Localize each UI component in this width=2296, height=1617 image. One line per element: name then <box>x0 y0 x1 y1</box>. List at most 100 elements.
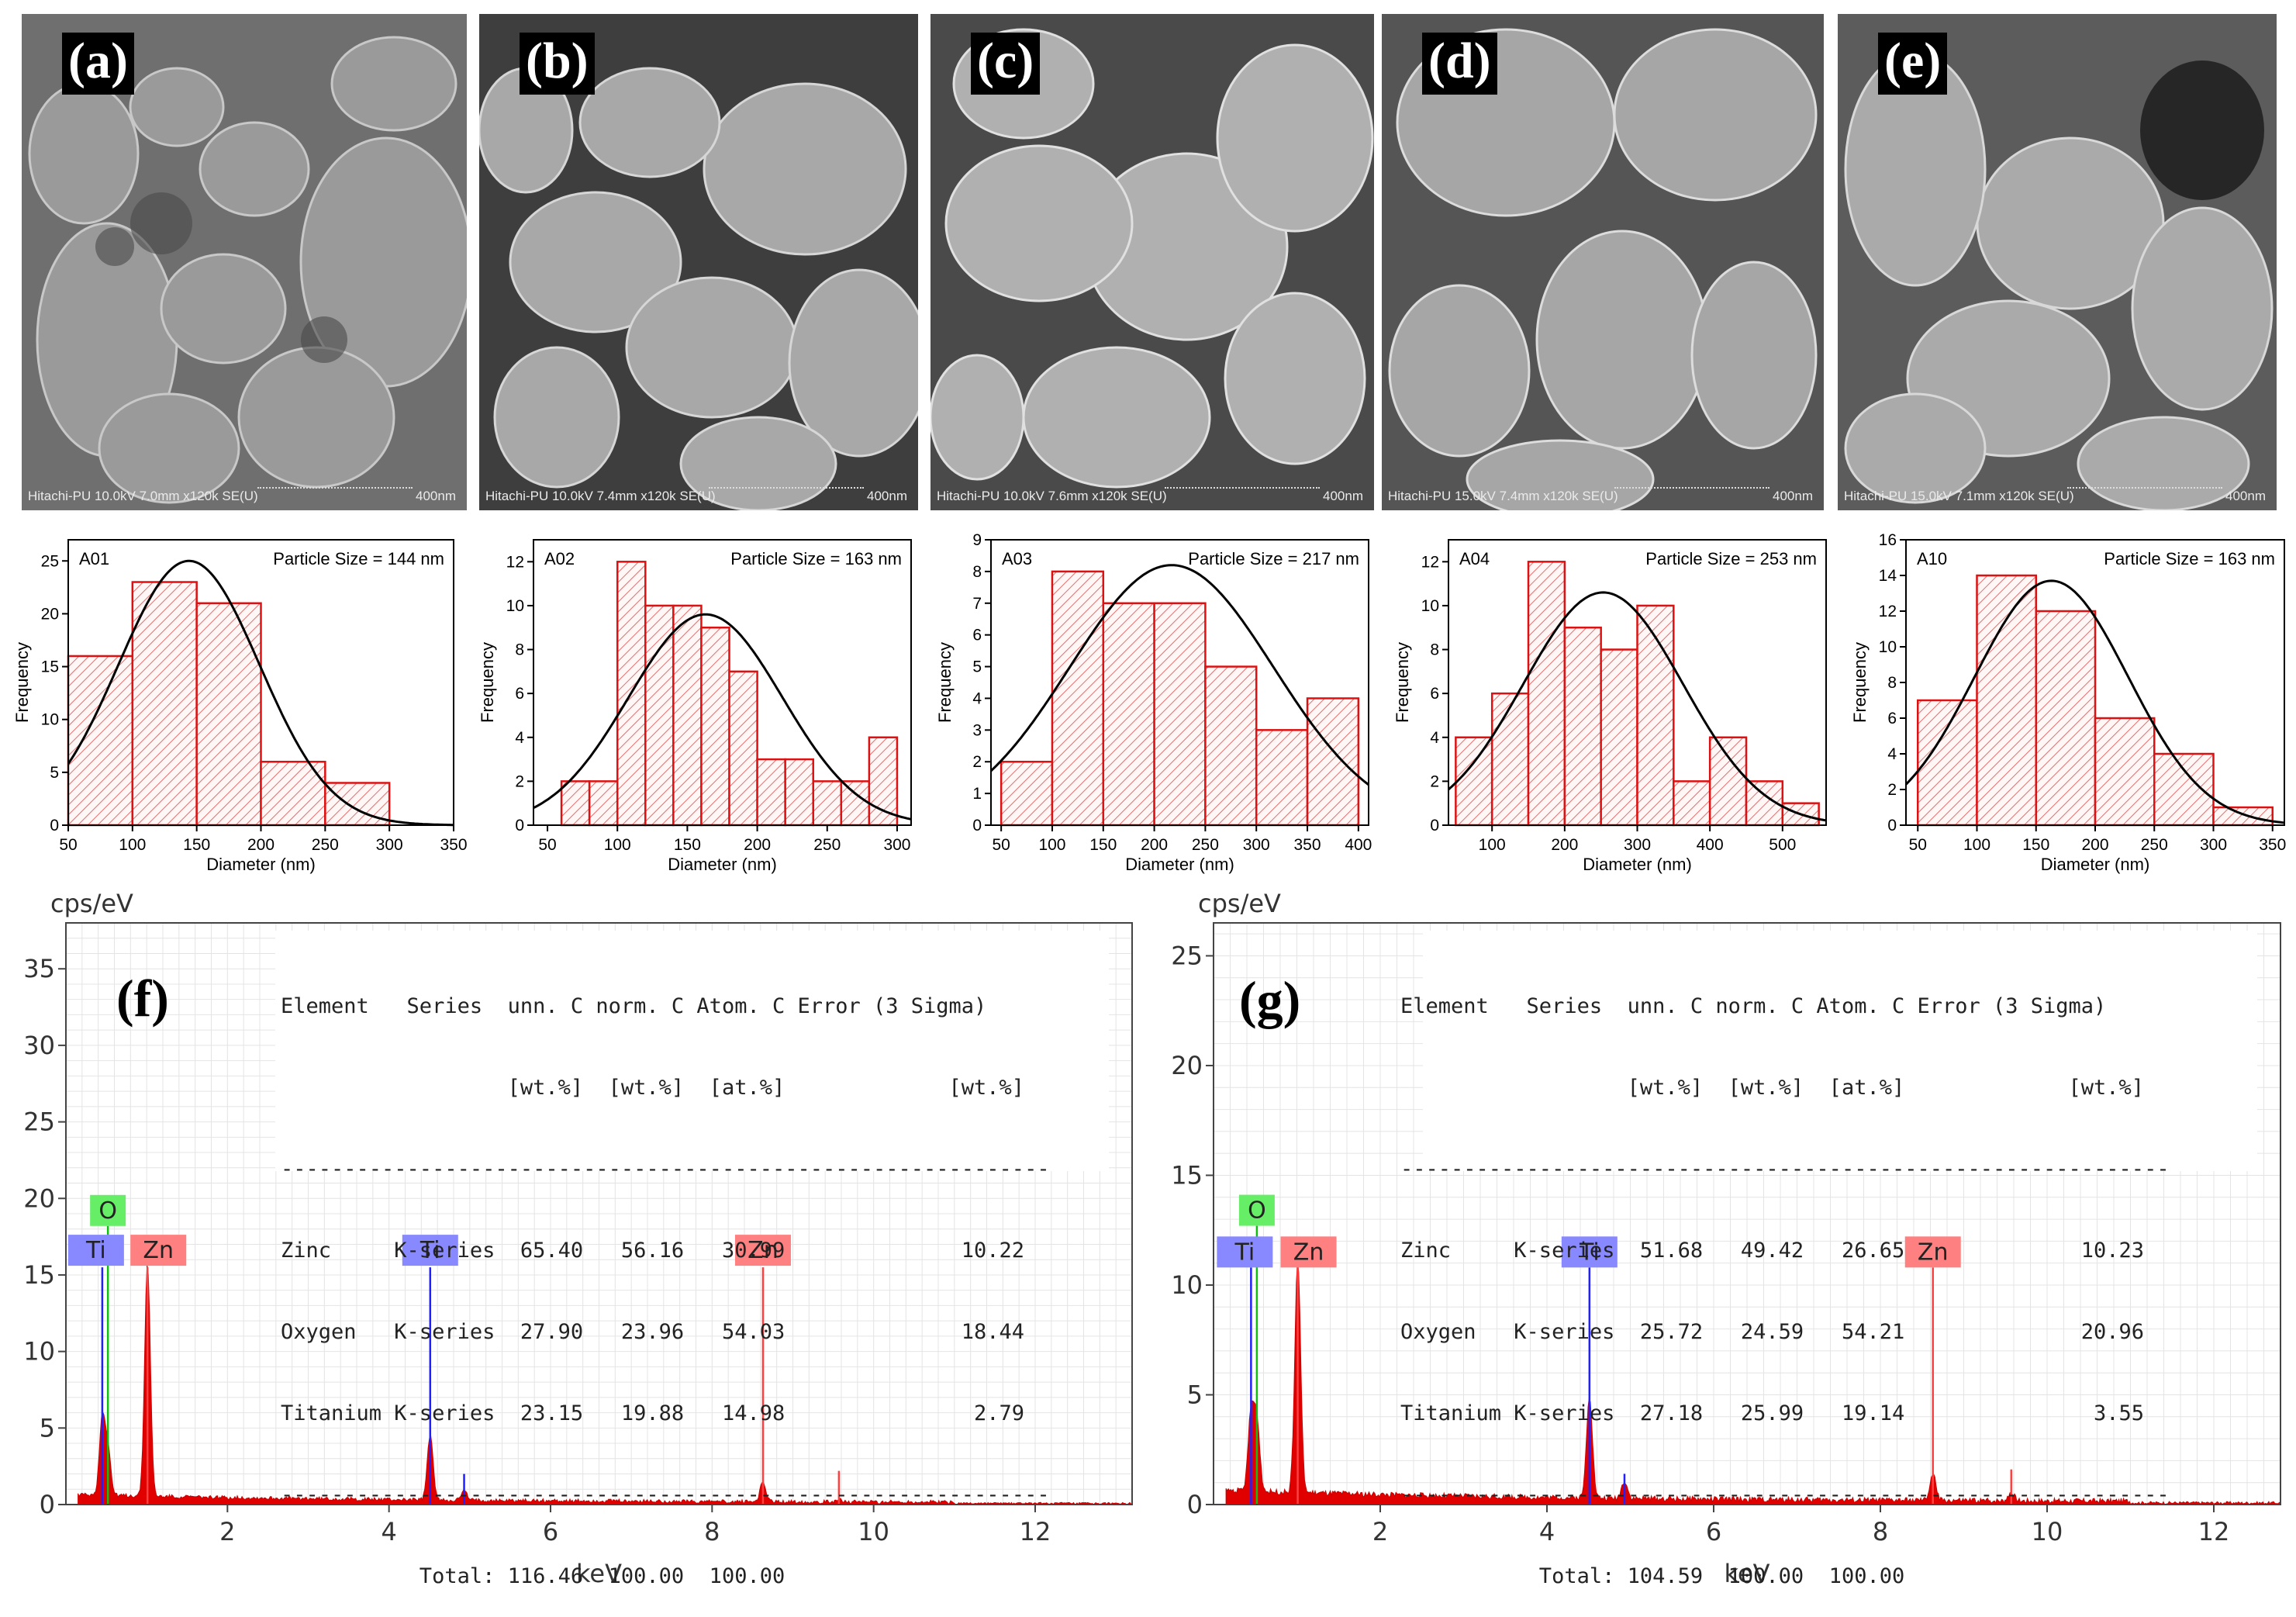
element-marker-label: Zn <box>1918 1239 1949 1266</box>
x-tick-label: 4 <box>381 1517 396 1546</box>
histogram-bar <box>784 758 814 827</box>
y-tick-label: 20 <box>23 1183 55 1213</box>
x-axis-label: Diameter (nm) <box>1125 855 1234 874</box>
x-tick-label: 200 <box>2081 836 2108 854</box>
y-axis-label: cps/eV <box>1198 889 1281 918</box>
y-tick-label: 8 <box>1430 641 1439 659</box>
element-marker-label: Zn <box>747 1237 779 1264</box>
y-axis-label: Frequency <box>478 642 497 723</box>
y-tick-label: 12 <box>1879 603 1897 620</box>
y-tick-label: 6 <box>1887 710 1897 727</box>
x-tick-label: 100 <box>1479 836 1506 854</box>
histogram-bar <box>2094 717 2156 827</box>
x-axis-label: keV <box>1725 1559 1770 1588</box>
histogram-bar <box>588 780 619 827</box>
histogram-bar <box>1527 561 1566 827</box>
element-marker-box <box>1280 1236 1337 1268</box>
y-tick-label: 25 <box>23 1107 55 1137</box>
histogram-bar <box>1153 602 1207 827</box>
x-tick-label: 100 <box>1963 836 1990 854</box>
scale-label: 400nm <box>2225 489 2266 503</box>
x-tick-label: 12 <box>1020 1517 1051 1546</box>
microscope-info: Hitachi-PU 10.0kV 7.0mm x120k SE(U) <box>28 489 258 503</box>
x-tick-label: 200 <box>744 836 771 854</box>
y-tick-label: 20 <box>1171 1051 1203 1080</box>
element-marker-box <box>1904 1236 1961 1268</box>
x-tick-label: 10 <box>858 1517 889 1546</box>
histogram-bar <box>1102 602 1155 827</box>
x-tick-label: 300 <box>376 836 403 854</box>
x-tick-label: 350 <box>2259 836 2286 854</box>
histogram-bar <box>1051 570 1105 827</box>
y-tick-label: 25 <box>1171 941 1203 970</box>
x-tick-label: 350 <box>1294 836 1321 854</box>
x-tick-label: 250 <box>312 836 339 854</box>
x-tick-label: 400 <box>1697 836 1724 854</box>
panel-label-b: (b) <box>520 33 595 95</box>
element-marker-label: Ti <box>1234 1239 1255 1266</box>
x-axis-label: Diameter (nm) <box>1583 855 1692 874</box>
panel-label-a: (a) <box>62 33 134 95</box>
scale-label: 400nm <box>416 489 456 503</box>
x-tick-label: 150 <box>183 836 210 854</box>
histogram-bar <box>1976 574 2037 827</box>
x-tick-label: 500 <box>1769 836 1796 854</box>
x-tick-label: 400 <box>1345 836 1372 854</box>
table-row: Titanium K-series 23.15 19.88 14.98 2.79 <box>281 1401 1025 1425</box>
x-axis-label: Diameter (nm) <box>2041 855 2150 874</box>
histogram-a01: 50 100 150 200 250 300 350 0 5 10 15 20 25 Diameter (… <box>0 527 468 874</box>
table-total: Total: 104.59 100.00 100.00 <box>1400 1564 1905 1588</box>
y-tick-label: 0 <box>50 817 59 834</box>
sample-label: A01 <box>79 549 109 568</box>
histogram-bar <box>700 626 730 827</box>
gaussian-fit-curve <box>67 559 454 827</box>
x-tick-label: 300 <box>2200 836 2227 854</box>
x-axis-label: Diameter (nm) <box>668 855 777 874</box>
eds-table-f: Element Series unn. C norm. C Atom. C Er… <box>281 938 1050 1617</box>
element-marker-box <box>402 1235 458 1266</box>
sem-image-e: (e) Hitachi-PU 15.0kV 7.1mm x120k SE(U) … <box>1838 14 2277 510</box>
x-tick-label: 200 <box>247 836 274 854</box>
table-row: Oxygen K-series 25.72 24.59 54.21 20.96 <box>1400 1320 2145 1344</box>
element-marker-label: Ti <box>419 1237 440 1264</box>
panel-label-e: (e) <box>1878 33 1948 95</box>
x-axis-label: keV <box>576 1559 622 1588</box>
sem-image-c: (c) Hitachi-PU 10.0kV 7.6mm x120k SE(U) … <box>930 14 1374 510</box>
sem-texture <box>1382 14 1824 510</box>
y-tick-label: 15 <box>1171 1160 1203 1190</box>
y-tick-label: 4 <box>1887 745 1897 763</box>
y-tick-label: 10 <box>1879 638 1897 656</box>
gaussian-fit-curve <box>989 564 1369 786</box>
x-tick-label: 250 <box>813 836 841 854</box>
y-tick-label: 4 <box>972 689 982 707</box>
table-row: Zinc K-series 65.40 56.16 30.99 10.22 <box>281 1239 1025 1263</box>
table-row: Oxygen K-series 27.90 23.96 54.03 18.44 <box>281 1320 1025 1344</box>
y-tick-label: 1 <box>972 785 982 803</box>
table-rule: ----------------------------------------… <box>281 1483 1050 1507</box>
eds-spectrum-g: O Ti Zn Ti Zn 2 4 6 8 10 12 0 5 10 15 20 25 cps/eV keV <box>1148 884 2296 1597</box>
element-marker-label: Ti <box>1579 1239 1600 1266</box>
histogram-a03: 50 100 150 200 250 300 350 400 0 1 2 3 4 5 6 7 8 9 Diamete… <box>923 527 1380 874</box>
x-tick-label: 100 <box>604 836 631 854</box>
histogram-bar <box>2212 806 2274 827</box>
y-tick-label: 8 <box>972 563 982 581</box>
element-marker-box <box>67 1235 124 1266</box>
particle-size-label: Particle Size = 163 nm <box>2104 549 2275 568</box>
x-tick-label: 100 <box>1038 836 1065 854</box>
x-tick-label: 6 <box>1706 1517 1721 1546</box>
y-tick-label: 5 <box>1187 1380 1203 1409</box>
panel-label-c: (c) <box>971 33 1041 95</box>
x-axis-label: Diameter (nm) <box>206 855 316 874</box>
histogram-bar <box>1204 665 1258 827</box>
y-tick-label: 0 <box>40 1490 55 1519</box>
y-tick-label: 5 <box>50 764 59 782</box>
table-rule: ----------------------------------------… <box>1400 1483 2170 1507</box>
x-tick-label: 50 <box>992 836 1010 854</box>
scale-bar <box>709 481 864 489</box>
y-tick-label: 6 <box>972 627 982 644</box>
spectrum-trace <box>78 1265 1133 1505</box>
plot-frame <box>1213 922 2281 1505</box>
x-tick-label: 2 <box>1372 1517 1388 1546</box>
y-tick-label: 3 <box>972 721 982 739</box>
element-marker-box <box>734 1235 791 1266</box>
